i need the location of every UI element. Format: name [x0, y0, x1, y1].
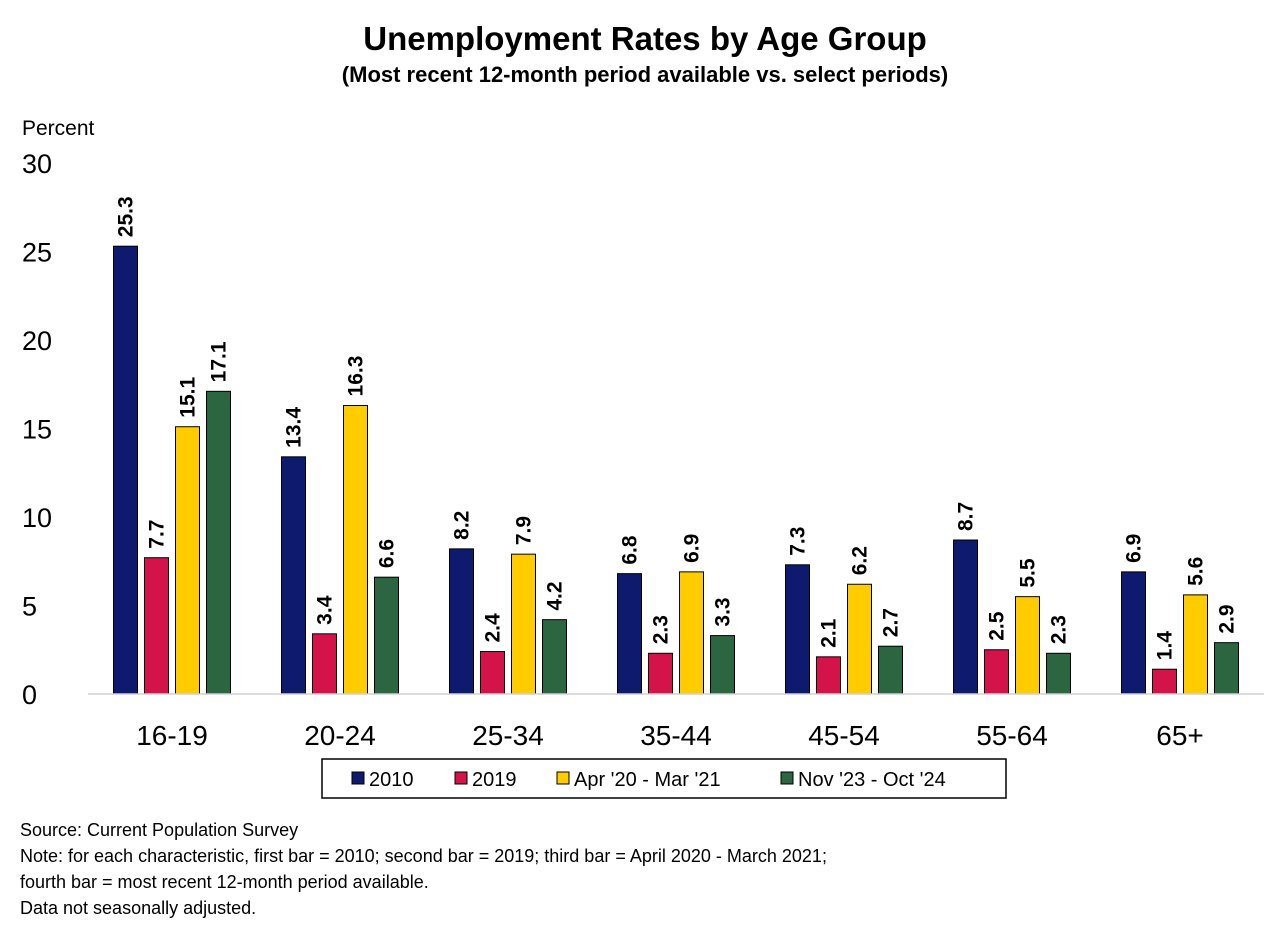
data-label: 8.7: [955, 502, 978, 531]
data-labels: 25.3 7.7 15.1 17.1 13.4 3.4 16.3 6.6 8.2 2.4 7.9 4.…: [115, 196, 1239, 660]
bar: [984, 649, 1009, 695]
data-label: 7.3: [787, 527, 810, 556]
data-label: 6.6: [376, 539, 399, 568]
data-label: 25.3: [115, 196, 138, 237]
bar: [343, 404, 368, 695]
data-label: 17.1: [208, 341, 231, 382]
x-tick-label: 35-44: [640, 720, 712, 751]
x-tick-label: 20-24: [304, 720, 376, 751]
bar: [617, 573, 642, 695]
data-label: 2.9: [1216, 604, 1239, 633]
bar: [312, 633, 337, 695]
data-label: 13.4: [283, 407, 306, 448]
data-label: 2.1: [818, 618, 841, 648]
bars: [113, 245, 1239, 695]
legend-box: [321, 758, 1007, 799]
legend: 2010 2019 Apr '20 - Mar '21 Nov '23 - Oct '…: [321, 758, 1007, 799]
y-tick-label: 10: [22, 503, 52, 533]
y-tick-label: 15: [22, 415, 52, 445]
bar: [281, 456, 306, 695]
y-tick-label: 20: [22, 326, 52, 356]
data-label: 4.2: [544, 581, 567, 610]
bar: [878, 645, 903, 695]
bar: [374, 576, 399, 695]
footnote-adjustment: Data not seasonally adjusted.: [20, 898, 256, 918]
data-label: 6.9: [681, 534, 704, 563]
data-label: 2.4: [482, 613, 505, 643]
bar: [953, 539, 978, 695]
legend-swatch: [556, 771, 570, 785]
footnote-source: Source: Current Population Survey: [20, 820, 298, 840]
x-tick-label: 16-19: [136, 720, 208, 751]
bar: [1214, 642, 1239, 695]
data-label: 6.9: [1123, 534, 1146, 563]
bar: [144, 557, 169, 695]
x-tick-label: 25-34: [472, 720, 544, 751]
y-tick-label: 0: [22, 680, 37, 710]
data-label: 1.4: [1154, 631, 1177, 661]
data-label: 5.5: [1017, 558, 1040, 588]
bar: [1015, 596, 1040, 695]
legend-swatch: [454, 771, 468, 785]
bar: [1152, 668, 1177, 695]
bar: [542, 619, 567, 695]
bar: [847, 583, 872, 695]
data-label: 6.2: [849, 546, 872, 575]
y-axis-ticks: 0 5 10 15 20 25 30: [22, 149, 52, 710]
bar: [113, 245, 138, 695]
data-label: 3.3: [712, 597, 735, 626]
legend-label: 2019: [472, 769, 517, 791]
bar: [816, 656, 841, 695]
bar: [785, 564, 810, 695]
data-label: 15.1: [177, 377, 200, 418]
bar: [206, 390, 231, 695]
bar: [175, 426, 200, 695]
data-label: 2.3: [650, 615, 673, 644]
x-axis-ticks: 16-19 20-24 25-34 35-44 45-54 55-64 65+: [136, 720, 1204, 751]
legend-label: Nov '23 - Oct '24: [798, 769, 946, 791]
data-label: 6.8: [619, 535, 642, 565]
footnote-note: Note: for each characteristic, first bar…: [20, 846, 827, 866]
y-tick-label: 30: [22, 149, 52, 179]
x-tick-label: 55-64: [976, 720, 1048, 751]
data-label: 2.7: [880, 608, 903, 637]
data-label: 7.7: [146, 520, 169, 549]
bar: [710, 635, 735, 695]
y-tick-label: 5: [22, 592, 37, 622]
y-tick-label: 25: [22, 238, 52, 268]
legend-label: Apr '20 - Mar '21: [574, 769, 721, 791]
legend-swatch: [351, 771, 365, 785]
bar: [1046, 652, 1071, 695]
x-tick-label: 45-54: [808, 720, 880, 751]
bar: [511, 553, 536, 695]
footnote-note-continued: fourth bar = most recent 12-month period…: [20, 872, 429, 892]
y-axis-unit-label: Percent: [22, 117, 95, 140]
x-tick-label: 65+: [1156, 720, 1204, 751]
data-label: 3.4: [314, 595, 337, 625]
legend-label: 2010: [369, 769, 414, 791]
bar: [1183, 594, 1208, 695]
bar: [679, 571, 704, 695]
data-label: 8.2: [451, 511, 474, 540]
legend-swatch: [780, 771, 794, 785]
chart-title: Unemployment Rates by Age Group: [363, 20, 927, 57]
data-label: 2.3: [1048, 615, 1071, 644]
data-label: 5.6: [1185, 557, 1208, 586]
footnotes: Source: Current Population Survey Note: …: [20, 820, 827, 918]
data-label: 2.5: [986, 611, 1009, 641]
bar: [449, 548, 474, 695]
bar: [1121, 571, 1146, 695]
chart-subtitle: (Most recent 12-month period available v…: [342, 62, 948, 87]
data-label: 7.9: [513, 516, 536, 545]
data-label: 16.3: [345, 356, 368, 397]
bar: [480, 651, 505, 695]
bar: [648, 652, 673, 695]
